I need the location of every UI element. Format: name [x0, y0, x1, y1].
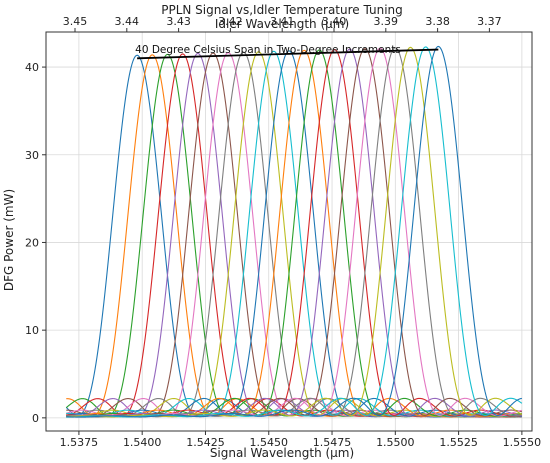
series-line [66, 46, 523, 418]
plot-frame [45, 31, 533, 432]
y-tick-label: 20 [25, 236, 39, 249]
top-tick-label: 3.45 [63, 15, 88, 28]
top-tick-label: 3.42 [218, 15, 243, 28]
x-tick-label: 1.5550 [503, 436, 542, 449]
top-tick-label: 3.40 [322, 15, 347, 28]
series-line [65, 53, 522, 418]
series-line [65, 54, 522, 418]
x-tick-label: 1.5425 [186, 436, 225, 449]
series-line [66, 52, 522, 418]
top-tick-label: 3.38 [425, 15, 450, 28]
series-line [66, 52, 522, 418]
chart-annotation: 40 Degree Celsius Span in Two-Degree Inc… [135, 44, 401, 56]
top-tick-label: 3.44 [115, 15, 140, 28]
left-axis: 0 10 20 30 40 [25, 61, 46, 425]
y-tick-label: 40 [25, 61, 39, 74]
y-tick-label: 30 [25, 149, 39, 162]
grid [46, 32, 532, 431]
x-tick-label: 1.5450 [250, 436, 289, 449]
peak-envelope-line [137, 48, 439, 60]
x-tick-label: 1.5525 [439, 436, 478, 449]
series-line [66, 52, 522, 418]
series-line [66, 53, 522, 418]
top-tick-label: 3.39 [374, 15, 399, 28]
series-line [66, 46, 523, 418]
x-tick-label: 1.5400 [123, 436, 162, 449]
y-axis-label: DFG Power (mW) [2, 189, 16, 291]
x-tick-label: 1.5500 [376, 436, 415, 449]
x-tick-label: 1.5475 [313, 436, 352, 449]
top-axis: 3.45 3.44 3.43 3.42 3.41 3.40 3.39 3.38 3.37 [63, 15, 502, 32]
top-axis-label: Idler Wavelength (μm) [215, 17, 349, 31]
bottom-axis: 1.5375 1.5400 1.5425 1.5450 1.5475 1.5500 1.55… [60, 431, 541, 449]
chart-title: PPLN Signal vs,Idler Temperature Tuning [161, 3, 403, 17]
series-group [65, 45, 523, 418]
top-tick-label: 3.43 [166, 15, 191, 28]
series-line [66, 45, 522, 418]
x-axis-label: Signal Wavelength (μm) [210, 446, 354, 460]
series-line [66, 54, 522, 418]
top-tick-label: 3.37 [477, 15, 502, 28]
top-tick-label: 3.41 [270, 15, 295, 28]
x-tick-label: 1.5375 [60, 436, 99, 449]
series-line [66, 48, 522, 418]
y-tick-label: 10 [25, 324, 39, 337]
y-tick-label: 0 [32, 412, 39, 425]
series-line [66, 51, 522, 418]
